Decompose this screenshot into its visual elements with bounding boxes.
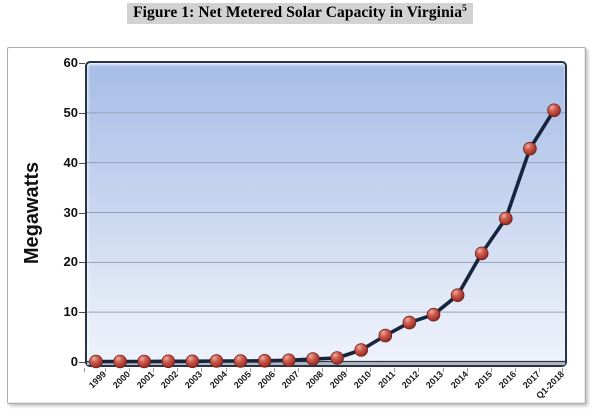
x-axis-tick-mark (249, 368, 251, 372)
plot-floor (87, 362, 565, 365)
data-point-2010 (354, 343, 369, 357)
y-axis-tick-label: 50 (63, 104, 78, 120)
y-axis-tick-label: 30 (63, 204, 78, 220)
x-axis-tick-mark (129, 368, 131, 372)
figure-title-text: Figure 1: Net Metered Solar Capacity in … (133, 4, 463, 21)
data-point-2012 (402, 315, 417, 330)
data-point-2007 (282, 353, 296, 368)
x-axis-tick-mark (514, 368, 516, 372)
series-line (94, 108, 556, 364)
figure-title-footnote-marker: 5 (462, 3, 467, 14)
chart-canvas (87, 103, 565, 369)
x-axis-tick-mark (297, 368, 299, 372)
data-point-2002 (161, 354, 176, 369)
y-axis-tick-label: 40 (63, 154, 78, 170)
x-axis-tick-mark (370, 368, 372, 372)
data-point-2003 (185, 354, 200, 369)
y-axis-tick-mark (78, 63, 85, 64)
x-axis-tick-mark (84, 368, 85, 372)
x-axis-tick-mark (322, 368, 323, 372)
data-point-Q1-2018 (547, 103, 561, 118)
y-axis-tick-mark (78, 262, 85, 264)
data-point-2004 (209, 354, 224, 368)
data-point-2005 (233, 354, 248, 368)
y-axis-tick-mark (78, 162, 85, 164)
plot-area (85, 61, 567, 369)
data-point-2001 (137, 354, 151, 369)
x-axis-tick-mark (418, 368, 420, 372)
x-axis-tick-mark (105, 368, 107, 372)
x-axis-tick-mark (346, 368, 348, 372)
x-axis-tick-mark (201, 368, 203, 372)
figure-title: Figure 1: Net Metered Solar Capacity in … (0, 3, 600, 24)
x-axis-tick-mark (153, 368, 155, 372)
data-point-2000 (113, 354, 127, 369)
data-point-2006 (257, 353, 272, 368)
data-point-2011 (378, 328, 393, 343)
y-axis-tick-label: 60 (63, 55, 78, 70)
x-axis-tick-mark (394, 368, 396, 372)
y-axis-tick-label: 10 (63, 304, 78, 320)
data-point-2014 (450, 288, 465, 303)
x-axis-tick-mark (562, 368, 563, 372)
data-point-2017 (523, 141, 537, 156)
data-point-2015 (474, 246, 489, 261)
figure-title-highlight: Figure 1: Net Metered Solar Capacity in … (127, 3, 473, 24)
data-point-2013 (426, 307, 441, 322)
chart-frame: Megawatts 0 10 20 30 40 50 60 1999 2000 2001 2002 2… (7, 47, 586, 404)
x-axis-tick-mark (442, 368, 444, 372)
data-point-2016 (498, 211, 513, 226)
x-axis-tick-mark (490, 368, 492, 372)
y-axis-tick-label: 0 (70, 354, 78, 369)
x-axis-tick-mark (225, 368, 227, 372)
x-axis-tick-mark (177, 368, 179, 372)
y-axis-tick-mark (78, 312, 85, 314)
y-axis-tick-label: 20 (63, 254, 78, 270)
data-point-1999 (89, 354, 103, 369)
y-axis-tick-mark (78, 362, 85, 363)
y-axis-tick-mark (78, 212, 85, 214)
x-axis-tick-mark (273, 368, 275, 372)
y-axis-tick-mark (78, 112, 85, 114)
x-axis-tick-mark (466, 368, 468, 372)
data-point-2009 (330, 351, 344, 365)
data-point-2008 (306, 352, 320, 366)
x-axis-tick-mark (538, 368, 540, 372)
